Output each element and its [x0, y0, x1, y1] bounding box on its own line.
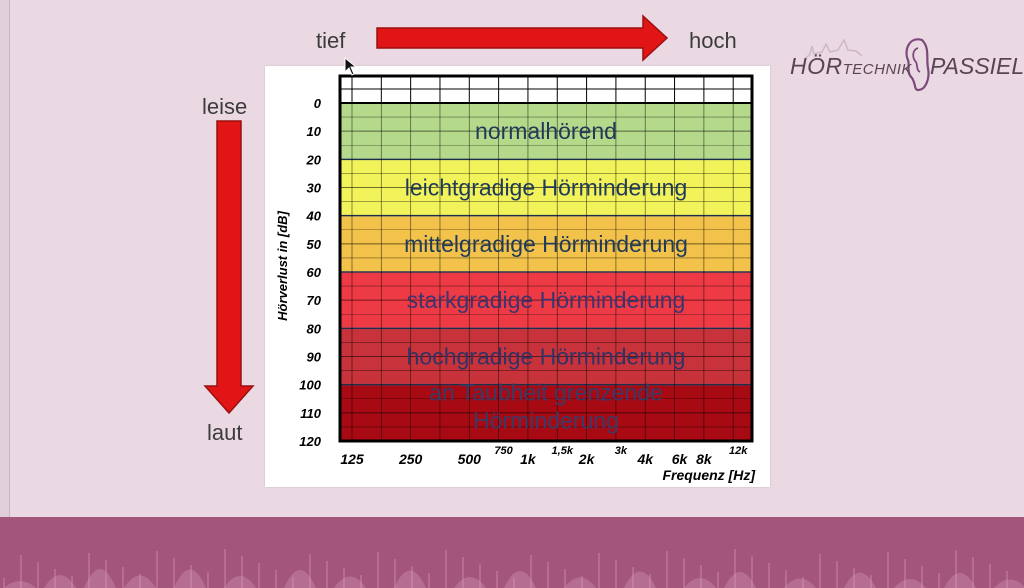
band-label-3: starkgradige Hörminderung	[407, 287, 686, 313]
x-tick-500: 500	[458, 451, 482, 467]
bottom-decorative-band	[0, 517, 1024, 588]
y-tick-60: 60	[307, 265, 322, 280]
logo-text-technik: TECHNIK	[842, 61, 912, 78]
band-label-0: normalhörend	[475, 118, 617, 144]
x-axis-label: Frequenz [Hz]	[662, 467, 756, 483]
label-hoch: hoch	[689, 28, 737, 53]
label-leise: leise	[202, 94, 248, 119]
loudness-arrow	[203, 120, 255, 415]
window-left-edge	[0, 0, 10, 518]
y-tick-110: 110	[300, 406, 321, 421]
mouse-cursor-icon	[344, 57, 358, 76]
company-logo: HÖRTECHNIK PASSIEL	[788, 30, 1024, 94]
y-tick-40: 40	[306, 209, 322, 224]
y-tick-0: 0	[314, 96, 322, 111]
x-tick-2k: 2k	[578, 451, 596, 467]
band-label-5-line-1: an Taubheit grenzende	[429, 380, 663, 406]
y-tick-120: 120	[299, 434, 321, 449]
x-tick-6k: 6k	[672, 451, 689, 467]
logo-text-hoer: HÖR	[790, 53, 843, 79]
label-tief: tief	[316, 28, 346, 53]
frequency-arrow	[376, 14, 669, 62]
y-axis-label: Hörverlust in [dB]	[275, 210, 290, 320]
y-tick-30: 30	[307, 181, 322, 196]
band-label-1: leichtgradige Hörminderung	[405, 175, 688, 201]
band-label-2: mittelgradige Hörminderung	[404, 231, 688, 257]
x-tick-125: 125	[340, 451, 364, 467]
waveform-shape	[0, 569, 1024, 588]
x-tick-12k: 12k	[729, 445, 748, 457]
waveform-decoration	[0, 549, 1024, 588]
skyline-watermark	[805, 38, 863, 59]
x-tick-4k: 4k	[636, 451, 654, 467]
x-tick-3k: 3k	[615, 445, 628, 457]
audiogram-chart: 0 10 20 30 40 50 60 70 80 90 100 110 120 125 250 500 75…	[275, 74, 756, 483]
logo-text-passiel: PASSIEL	[930, 53, 1024, 79]
y-tick-20: 20	[306, 152, 322, 167]
y-tick-labels: 0 10 20 30 40 50 60 70 80 90 100 110 120	[299, 96, 321, 449]
y-tick-80: 80	[307, 321, 322, 336]
x-tick-labels: 125 250 500 750 1k 1,5k 2k 3k 4k 6k 8k 12k	[340, 445, 748, 467]
x-tick-8k: 8k	[696, 451, 713, 467]
x-tick-1,5k: 1,5k	[552, 445, 574, 457]
y-tick-100: 100	[299, 378, 321, 393]
ear-icon	[905, 38, 930, 92]
band-label-4: hochgradige Hörminderung	[407, 344, 686, 370]
chart-header-grid	[340, 76, 752, 104]
chart-frame	[338, 74, 754, 443]
y-tick-90: 90	[307, 350, 322, 365]
audiogram-card: 0 10 20 30 40 50 60 70 80 90 100 110 120 125 250 500 75…	[265, 66, 770, 487]
x-tick-750: 750	[494, 445, 513, 457]
band-labels: normalhörend leichtgradige Hörminderung mi…	[404, 118, 688, 434]
y-tick-10: 10	[307, 124, 322, 139]
y-tick-70: 70	[307, 293, 322, 308]
band-label-5-line-2: Hörminderung	[473, 408, 619, 434]
label-laut: laut	[207, 420, 243, 445]
y-tick-50: 50	[307, 237, 322, 252]
x-tick-250: 250	[398, 451, 423, 467]
chart-grid	[340, 102, 752, 442]
x-tick-1k: 1k	[520, 451, 537, 467]
